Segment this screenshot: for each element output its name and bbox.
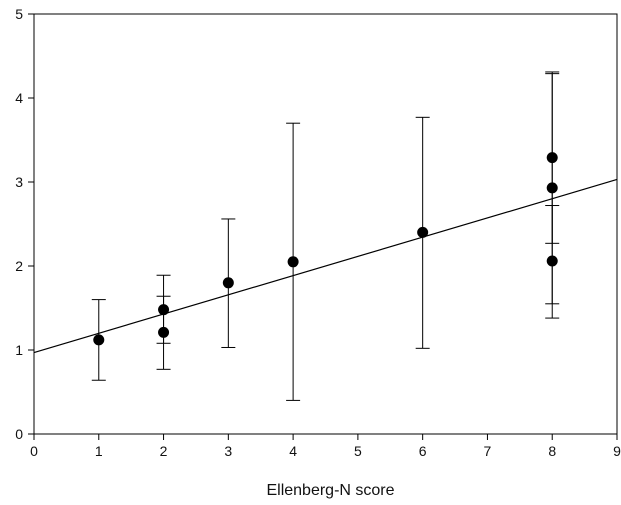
y-tick-label: 4	[15, 90, 23, 106]
y-tick-label: 5	[15, 6, 23, 22]
x-tick-label: 6	[419, 443, 427, 459]
x-axis-title: Ellenberg-N score	[266, 482, 394, 499]
data-point	[222, 277, 234, 289]
data-point	[546, 152, 558, 164]
data-point	[546, 182, 558, 194]
x-tick-label: 7	[484, 443, 492, 459]
x-tick-label: 0	[30, 443, 38, 459]
data-point	[546, 255, 558, 267]
x-tick-label: 5	[354, 443, 362, 459]
data-point	[93, 334, 105, 346]
x-tick-label: 3	[224, 443, 232, 459]
data-point	[417, 226, 429, 238]
data-point	[158, 304, 170, 316]
y-tick-label: 0	[15, 426, 23, 442]
data-point	[158, 326, 170, 338]
y-tick-label: 1	[15, 342, 23, 358]
x-tick-label: 8	[548, 443, 556, 459]
x-tick-label: 4	[289, 443, 297, 459]
x-tick-label: 9	[613, 443, 621, 459]
regression-line	[33, 178, 618, 354]
plot-frame	[33, 13, 618, 435]
data-point	[287, 256, 299, 268]
y-tick-label: 2	[15, 258, 23, 274]
x-tick-label: 1	[95, 443, 103, 459]
y-tick-label: 3	[15, 174, 23, 190]
x-tick-label: 2	[160, 443, 168, 459]
